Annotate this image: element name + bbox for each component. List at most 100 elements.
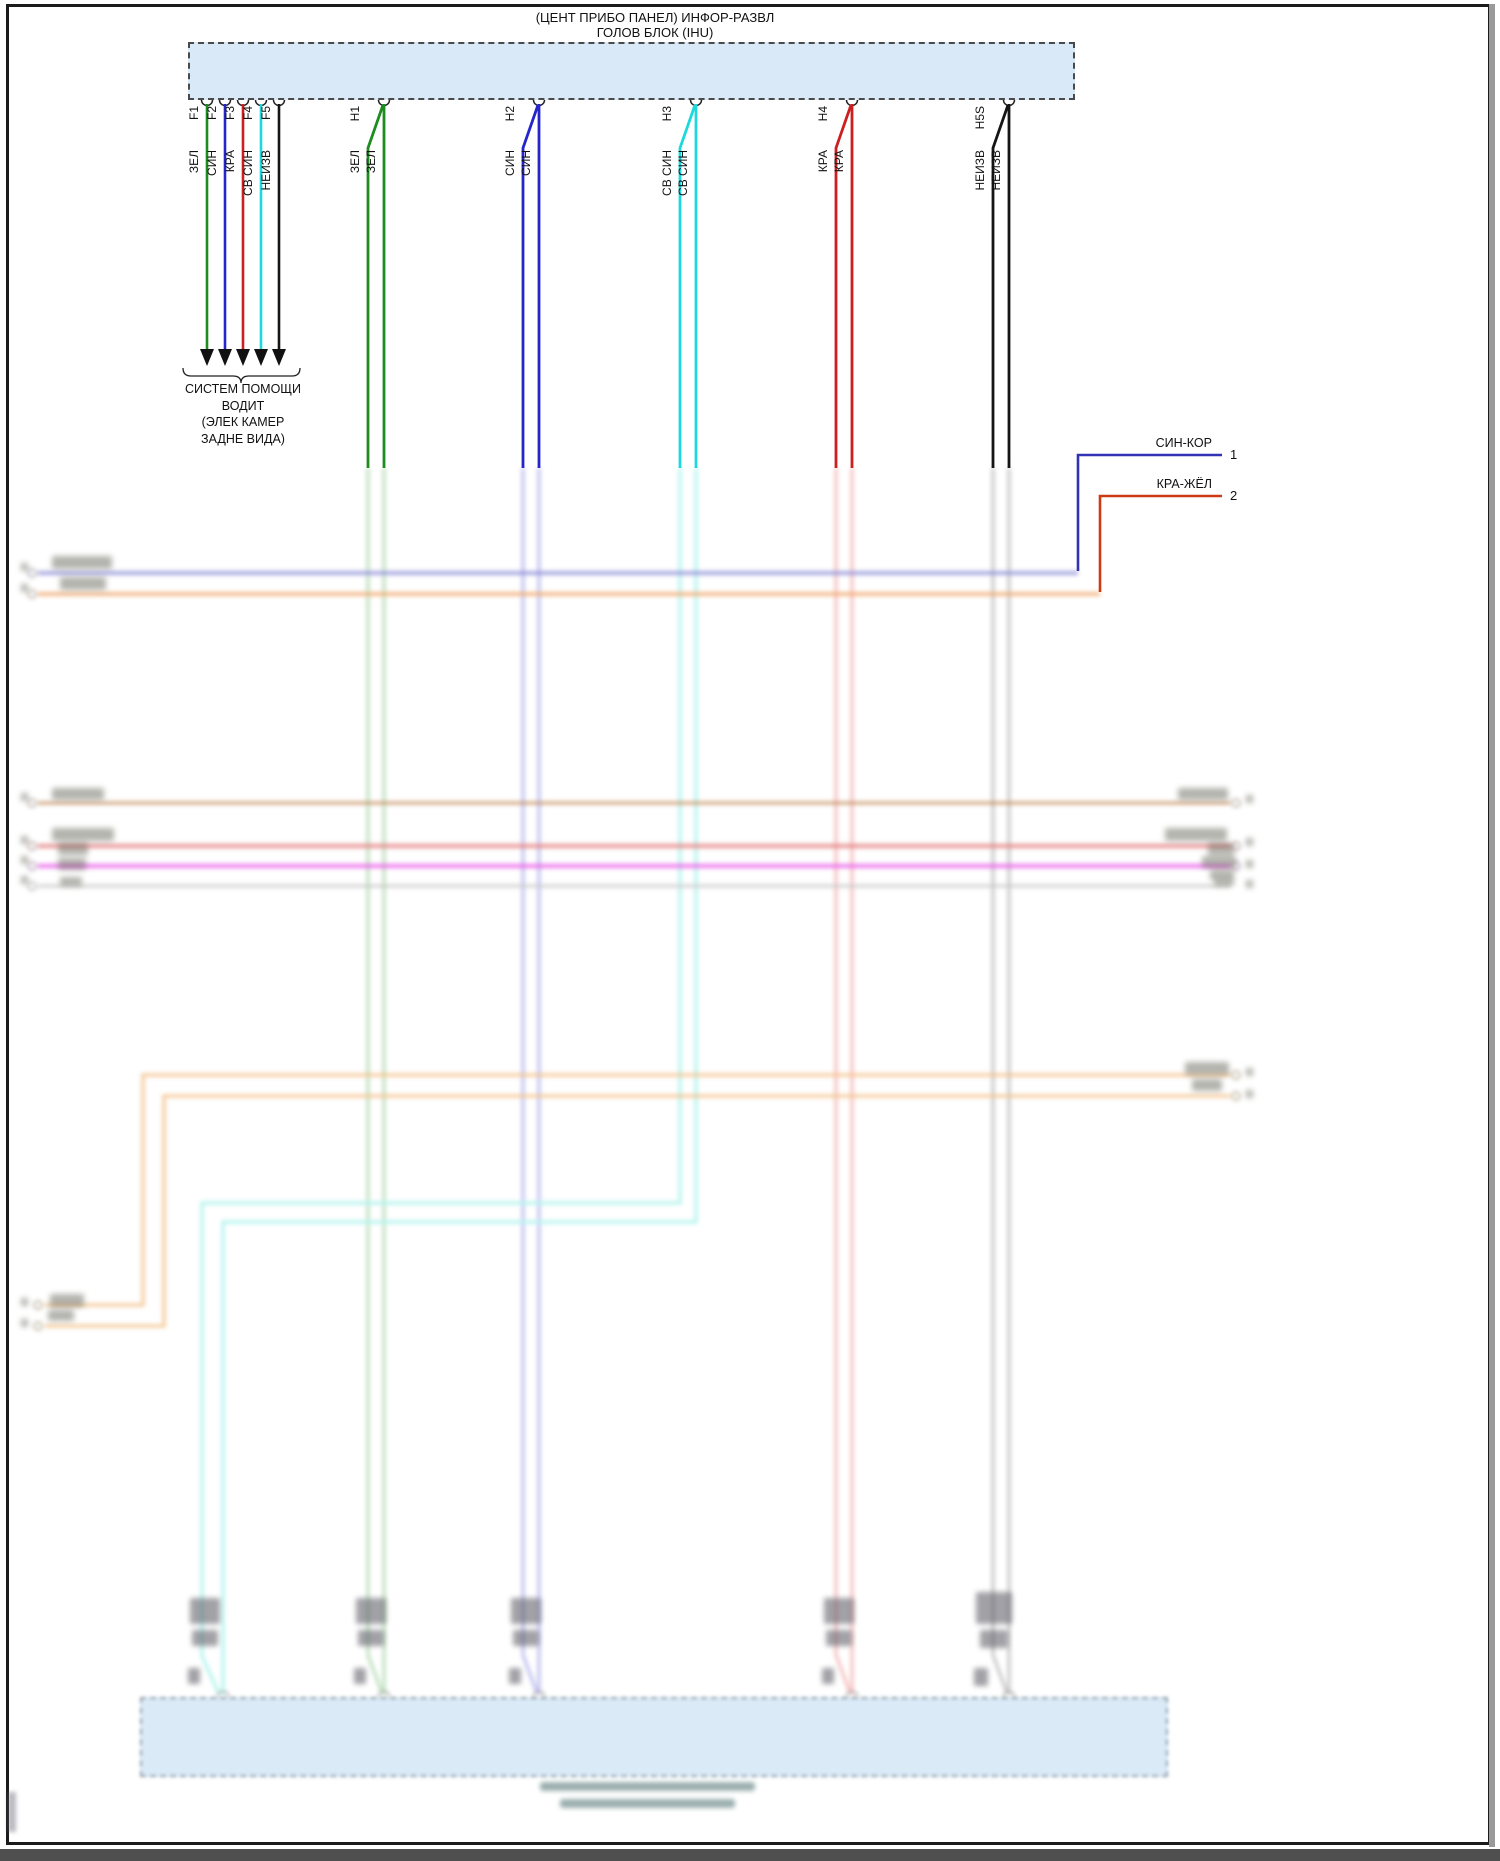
pin-label-f4: F4 <box>241 106 255 121</box>
blurred-pin-number <box>822 1668 834 1684</box>
pin-arc-bottom-h5s <box>1002 1690 1016 1698</box>
page-bottom-band <box>0 1849 1500 1861</box>
pin-label-f1: F1 <box>187 106 201 121</box>
blurred-pin-number <box>1246 880 1253 888</box>
title-line-2: ГОЛОВ БЛОК (IHU) <box>596 25 714 40</box>
blurred-watermark-text <box>8 1792 16 1832</box>
wire-orange-loop-b <box>45 1094 1230 1328</box>
blurred-wire-label <box>1214 877 1234 886</box>
blurred-wire-label <box>826 1630 852 1646</box>
blurred-wire-label <box>52 788 104 800</box>
pin-label-f3: F3 <box>223 106 237 121</box>
terminal-ring <box>1231 1070 1241 1080</box>
brace <box>182 367 301 384</box>
blurred-label-blobs <box>21 556 1253 1327</box>
terminal-ring <box>27 841 37 851</box>
blurred-wire-label <box>60 877 82 886</box>
pin-label-h1: H1 <box>348 106 362 122</box>
blurred-wire-label <box>1185 1062 1229 1075</box>
pin-number-1: 1 <box>1230 447 1238 462</box>
blurred-pin-number <box>1246 860 1253 868</box>
camera-system-note: СИСТЕМ ПОМОЩИ ВОДИТ (ЭЛЕК КАМЕР ЗАДНЕ ВИ… <box>150 381 336 447</box>
pin-label-h5s: H5S <box>973 106 987 130</box>
diagram-title: (ЦЕНТ ПРИБО ПАНЕЛ) ИНФОР-РАЗВЛ ГОЛОВ БЛО… <box>255 10 1055 40</box>
blurred-pin-number <box>1246 838 1253 846</box>
wire-color-label-h3-a: СВ СИН <box>660 150 674 196</box>
blurred-wire-label <box>356 1598 386 1624</box>
pin-label-h3: H3 <box>660 106 674 122</box>
blurred-pin-number <box>21 876 28 884</box>
blurred-wire-label <box>1202 856 1236 868</box>
blurred-caption-line-1 <box>540 1782 755 1791</box>
blurred-wire-label <box>50 1294 84 1307</box>
terminal-ring <box>1231 1091 1241 1101</box>
blurred-pin-number <box>509 1668 521 1684</box>
wire-color-label-f1: ЗЕЛ <box>187 150 201 174</box>
wire-h3-left-soft <box>200 468 682 1695</box>
blurred-wire-label <box>190 1598 220 1624</box>
wire-h1-left <box>366 104 385 468</box>
blurred-wire-label <box>1192 1079 1222 1091</box>
sharp-wire-runs <box>182 99 1222 592</box>
blurred-wire-runs <box>200 468 1016 1698</box>
terminal-ring <box>33 1300 43 1310</box>
pin-label-f2: F2 <box>205 106 219 121</box>
wire-color-label-h1-b: ЗЕЛ <box>364 150 378 174</box>
blurred-wire-label <box>1165 828 1227 841</box>
pin-label-h2: H2 <box>503 106 517 122</box>
wire-color-label-h3-b: СВ СИН <box>676 150 690 196</box>
terminal-ring <box>27 589 37 599</box>
blurred-pin-number <box>1246 1090 1253 1098</box>
camera-note-line-3: (ЭЛЕК КАМЕР <box>201 415 285 429</box>
blurred-pin-number <box>21 1319 28 1327</box>
blurred-pin-number <box>1246 1068 1253 1076</box>
wire-h2-left-soft <box>521 468 539 1694</box>
blurred-pin-number <box>21 563 28 571</box>
wire-label-sin-kor: СИН-КОР <box>1155 436 1212 450</box>
wire-h3-right-soft <box>221 468 698 1695</box>
wire-color-label-h4-a: КРА <box>816 150 830 173</box>
blurred-wire-label <box>824 1598 854 1624</box>
pin-number-2: 2 <box>1230 488 1238 503</box>
wire-kra-zhel <box>1098 494 1222 592</box>
wire-h4-left-soft <box>834 468 852 1694</box>
camera-note-line-4: ЗАДНЕ ВИДА) <box>201 431 285 446</box>
pin-arc-bottom-h1 <box>377 1690 391 1698</box>
wire-h5s-left <box>991 104 1010 468</box>
blurred-wire-label <box>513 1630 539 1646</box>
terminal-ring <box>27 881 37 891</box>
arrowhead-f5 <box>272 349 286 366</box>
wire-label-kra-zhel: КРА-ЖЁЛ <box>1156 477 1212 491</box>
pin-label-h4: H4 <box>816 106 830 122</box>
pin-arc-bottom-h4 <box>845 1690 859 1698</box>
wire-h4-left <box>834 104 853 468</box>
blurred-wire-label <box>52 828 114 841</box>
blurred-wire-label <box>1208 843 1234 855</box>
blurred-wire-label <box>358 1630 384 1646</box>
wire-color-label-h1-a: ЗЕЛ <box>348 150 362 174</box>
wire-h5s-left-soft <box>991 468 1009 1694</box>
blurred-pin-number <box>21 1298 28 1306</box>
wire-color-label-f3: КРА <box>223 150 237 173</box>
wire-color-label-f4: СВ СИН <box>241 150 255 196</box>
wire-color-label-h2-a: СИН <box>503 150 517 176</box>
blurred-wire-label <box>192 1630 218 1646</box>
pin-arc-bottom-h3 <box>216 1690 230 1698</box>
blurred-pin-number <box>1246 795 1253 803</box>
blurred-pin-number <box>21 856 28 864</box>
arrowhead-f3 <box>236 349 250 366</box>
wire-h1-left-soft <box>366 468 384 1694</box>
blurred-caption-line-2 <box>560 1799 735 1808</box>
head-unit-connector-box <box>188 42 1075 100</box>
wire-h3-left <box>678 104 697 468</box>
blurred-pin-number <box>21 793 28 801</box>
blurred-wire-label <box>1178 788 1228 800</box>
arrowhead-f1 <box>200 349 214 366</box>
wire-color-label-h4-b: КРА <box>832 150 846 173</box>
wire-h2-left <box>521 104 540 468</box>
arrowhead-f4 <box>254 349 268 366</box>
blurred-wire-label <box>511 1598 541 1624</box>
blurred-pin-number <box>188 1668 200 1684</box>
